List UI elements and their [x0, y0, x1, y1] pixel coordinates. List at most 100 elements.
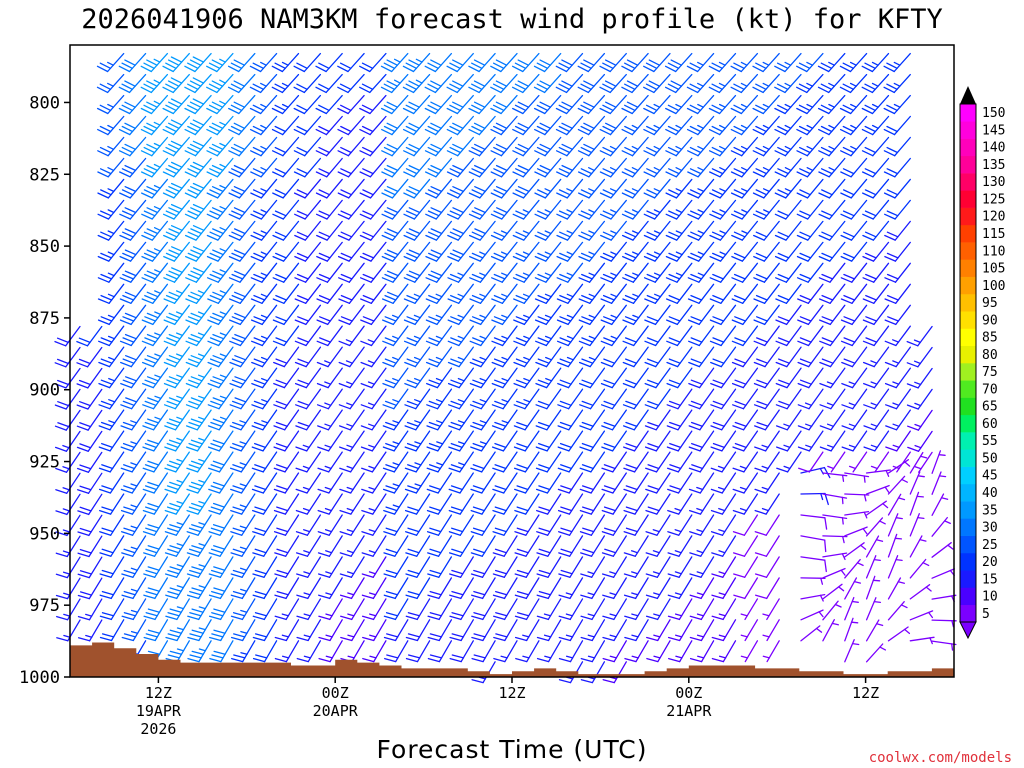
wind-barb [555, 136, 584, 157]
wind-barb [840, 220, 868, 241]
wind-barb [708, 73, 737, 94]
wind-barb [165, 619, 190, 642]
wind-barb [622, 262, 649, 283]
wind-barb [359, 199, 387, 220]
wind-barb [887, 626, 911, 642]
wind-barb [577, 94, 606, 115]
wind-barb [54, 388, 81, 410]
wind-barb [536, 535, 562, 557]
wind-barb [229, 388, 256, 410]
wind-barb [556, 283, 584, 304]
wind-barb [710, 472, 737, 494]
wind-barb [887, 533, 903, 558]
y-tick-label: 875 [29, 309, 60, 329]
wind-barb [316, 367, 343, 389]
wind-barb [119, 220, 147, 241]
wind-barb [822, 567, 846, 579]
wind-barb [207, 346, 234, 368]
wind-barb [622, 325, 649, 347]
wind-barb [296, 640, 322, 663]
wind-barb [534, 178, 562, 199]
wind-barb [340, 619, 365, 642]
wind-barb [840, 325, 868, 347]
wind-barb [163, 220, 190, 241]
wind-barb [382, 409, 409, 431]
wind-barb [271, 115, 300, 136]
wind-barb [577, 157, 606, 178]
wind-barb [207, 304, 234, 326]
wind-barb [141, 283, 169, 304]
wind-barb [252, 514, 278, 536]
wind-barb [665, 241, 693, 262]
wind-barb [909, 471, 925, 495]
wind-barb [77, 577, 103, 600]
wind-barb [272, 283, 300, 304]
wind-barb [600, 367, 627, 389]
wind-barb [796, 262, 824, 283]
wind-barb [230, 493, 256, 515]
wind-barb [490, 136, 518, 157]
wind-barb [186, 430, 212, 452]
legend-color-box [960, 501, 976, 519]
wind-barb [295, 451, 322, 473]
wind-barb [578, 178, 606, 199]
wind-barb [602, 640, 627, 663]
wind-barb [470, 493, 496, 515]
wind-barb [230, 535, 256, 557]
wind-barb [491, 367, 518, 389]
wind-barb [382, 388, 409, 410]
wind-barb [752, 136, 780, 157]
wind-barb [515, 640, 540, 663]
wind-barb [250, 220, 278, 241]
wind-barb [208, 577, 234, 600]
wind-barb [446, 136, 474, 157]
y-tick-label: 825 [29, 165, 60, 185]
wind-barb [427, 619, 453, 642]
wind-barb [755, 577, 780, 600]
wind-barb [206, 115, 234, 136]
wind-barb [337, 94, 365, 115]
wind-barb [863, 409, 890, 431]
wind-barb [754, 535, 780, 557]
wind-barb [315, 157, 343, 178]
wind-barb [643, 220, 671, 241]
wind-barb [666, 388, 693, 410]
wind-barb [602, 577, 627, 600]
wind-barb [931, 471, 947, 495]
y-tick-label: 800 [29, 93, 60, 113]
wind-barb [230, 598, 256, 621]
wind-barb [185, 367, 212, 389]
wind-barb [162, 94, 190, 115]
wind-barb [800, 556, 827, 573]
wind-barb [120, 409, 147, 431]
wind-barb [382, 367, 409, 389]
wind-barb [424, 73, 453, 94]
wind-barb [800, 492, 829, 506]
wind-barb [447, 283, 474, 304]
wind-barb [383, 619, 409, 642]
wind-barb [818, 283, 846, 304]
wind-barb [207, 409, 234, 431]
wind-barb [762, 598, 780, 621]
wind-barb [250, 262, 278, 283]
wind-barb [534, 241, 562, 262]
wind-barb [271, 73, 300, 94]
wind-barb [579, 409, 606, 431]
wind-barb [142, 451, 169, 473]
legend-level-label: 35 [982, 503, 998, 518]
wind-barb [228, 115, 256, 136]
wind-barb [338, 283, 365, 304]
wind-barb [339, 451, 365, 473]
legend-color-box [960, 535, 976, 554]
wind-barb [775, 304, 802, 326]
wind-barb [865, 555, 881, 579]
wind-barb [359, 136, 387, 157]
wind-barb [621, 115, 649, 136]
wind-barb [272, 325, 300, 347]
wind-barb [578, 262, 606, 283]
wind-barb [906, 388, 933, 410]
wind-barb [163, 388, 190, 410]
wind-barb [317, 472, 343, 494]
wind-barb [381, 220, 409, 241]
wind-barb [602, 598, 627, 621]
